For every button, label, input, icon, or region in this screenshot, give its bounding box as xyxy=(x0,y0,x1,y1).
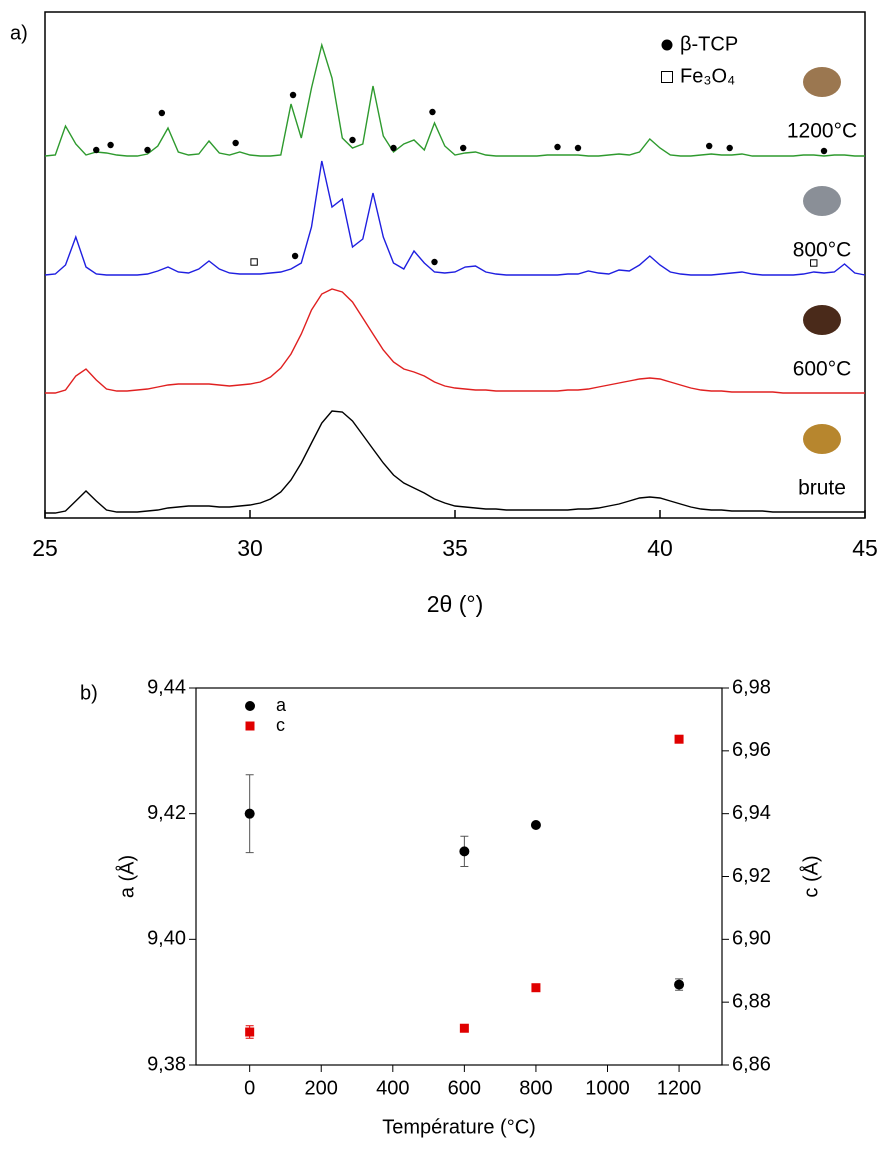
panel-label: b) xyxy=(80,682,98,704)
peak-marker xyxy=(289,91,297,99)
legend-symbol xyxy=(661,39,673,51)
xrd-trace xyxy=(44,42,865,157)
peak-marker xyxy=(429,108,436,116)
data-point xyxy=(459,1023,469,1033)
x-tick-label: 200 xyxy=(305,1077,338,1099)
xrd-trace xyxy=(45,288,865,394)
legend-label: c xyxy=(276,715,285,735)
legend-symbol xyxy=(245,721,255,731)
legend-label: a xyxy=(276,695,287,715)
peak-marker xyxy=(726,144,733,152)
peak-marker xyxy=(291,252,299,260)
peak-marker xyxy=(232,139,239,147)
peak-marker xyxy=(349,136,356,144)
y2-tick-label: 6,94 xyxy=(732,802,771,824)
sample-photo xyxy=(803,424,841,454)
y2-tick-label: 6,86 xyxy=(732,1053,771,1075)
x-tick-label: 600 xyxy=(448,1077,481,1099)
data-point xyxy=(245,1027,255,1037)
x-tick-label: 800 xyxy=(519,1077,552,1099)
y2-tick-label: 6,88 xyxy=(732,990,771,1012)
legend-label: Fe₃O₄ xyxy=(680,65,735,87)
x-axis-label: Température (°C) xyxy=(382,1116,536,1138)
series-label: 1200°C xyxy=(787,120,857,143)
peak-marker xyxy=(554,143,561,151)
xrd-trace xyxy=(44,160,866,276)
x-tick-label: 0 xyxy=(244,1077,255,1099)
series-label: 800°C xyxy=(793,239,852,262)
peak-marker xyxy=(574,144,582,152)
panel-label: a) xyxy=(10,22,28,44)
x-tick-label: 1200 xyxy=(657,1077,702,1099)
x-tick-label: 400 xyxy=(376,1077,409,1099)
x-tick-label: 30 xyxy=(237,535,263,561)
peak-marker xyxy=(431,258,438,266)
y-tick-label: 9,42 xyxy=(147,802,186,824)
y2-tick-label: 6,96 xyxy=(732,739,771,761)
peak-marker xyxy=(390,144,397,152)
y-tick-label: 9,38 xyxy=(147,1053,186,1075)
data-point xyxy=(674,979,685,990)
legend-symbol xyxy=(245,701,255,711)
peak-marker xyxy=(820,147,828,155)
y-tick-label: 9,40 xyxy=(147,928,186,950)
peak-marker xyxy=(706,142,713,150)
x-tick-label: 25 xyxy=(32,535,58,561)
peak-marker xyxy=(810,259,818,267)
sample-photo xyxy=(803,186,841,216)
x-tick-label: 45 xyxy=(852,535,878,561)
data-point xyxy=(674,734,684,744)
peak-marker xyxy=(144,146,151,154)
series-label: 600°C xyxy=(793,358,852,381)
x-tick-label: 40 xyxy=(647,535,673,561)
peak-marker xyxy=(107,141,114,149)
plot-frame xyxy=(44,11,866,519)
legend-symbol xyxy=(661,71,673,83)
y-axis-label: a (Å) xyxy=(115,855,138,898)
plot-frame xyxy=(195,687,723,1066)
data-point xyxy=(244,808,255,819)
data-point xyxy=(530,819,541,830)
x-axis-label: 2θ (°) xyxy=(427,591,484,617)
peak-marker xyxy=(158,109,166,117)
xrd-trace xyxy=(45,410,865,514)
y2-tick-label: 6,90 xyxy=(732,928,771,950)
series-label: brute xyxy=(798,477,846,500)
sample-photo xyxy=(803,67,841,97)
data-point xyxy=(459,846,470,857)
x-tick-label: 1000 xyxy=(585,1077,630,1099)
legend-label: β-TCP xyxy=(680,33,738,55)
y2-tick-label: 6,92 xyxy=(732,865,771,887)
peak-marker xyxy=(93,146,100,154)
y2-axis-label: c (Å) xyxy=(799,855,822,897)
sample-photo xyxy=(803,305,841,335)
y2-tick-label: 6,98 xyxy=(732,676,771,698)
peak-marker xyxy=(460,144,467,152)
data-point xyxy=(531,983,541,993)
x-tick-label: 35 xyxy=(442,535,468,561)
peak-marker xyxy=(250,258,258,266)
y-tick-label: 9,44 xyxy=(147,676,186,698)
